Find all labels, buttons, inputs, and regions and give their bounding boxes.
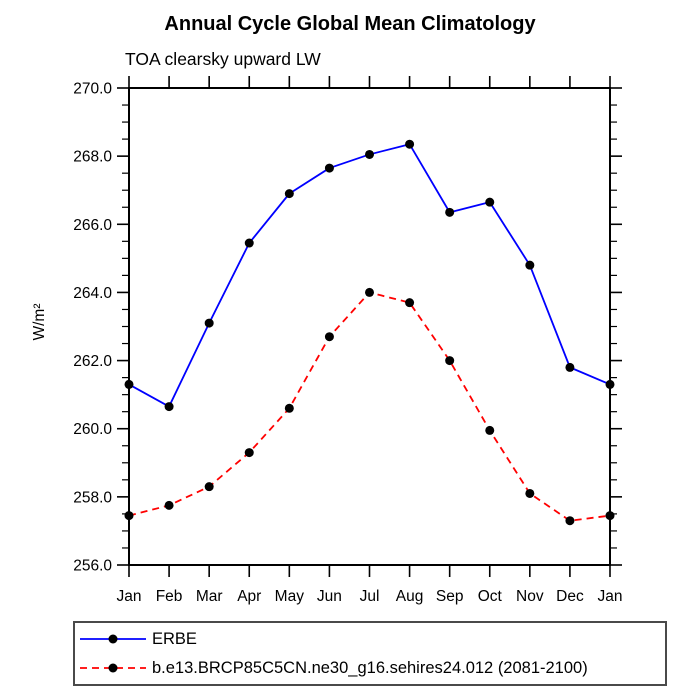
y-tick-label: 266.0 xyxy=(73,217,112,234)
data-point-s1-Sep xyxy=(445,356,455,366)
data-point-s1-Jan xyxy=(124,511,134,521)
y-tick-label: 258.0 xyxy=(73,489,112,506)
legend: ERBE b.e13.BRCP85C5CN.ne30_g16.sehires24… xyxy=(73,621,667,686)
x-tick-label: Mar xyxy=(196,588,223,605)
y-tick-label: 268.0 xyxy=(73,149,112,166)
data-point-s0-Mar xyxy=(204,318,214,328)
x-tick-label: Jan xyxy=(598,588,623,605)
series-line-1 xyxy=(128,291,611,522)
axis-box xyxy=(128,87,611,566)
legend-marker-erbe xyxy=(108,634,118,644)
data-point-s0-Oct xyxy=(485,197,495,207)
plot-area: 256.0 258.0 260.0 262.0 264.0 266.0 268.0 270.0… xyxy=(73,76,623,605)
y-tick-label: 260.0 xyxy=(73,421,112,438)
data-point-s1-Jul xyxy=(365,287,374,297)
data-point-s0-Apr xyxy=(244,238,254,248)
data-point-s1-Jan xyxy=(605,511,615,521)
x-tick-label: Jul xyxy=(360,588,380,605)
legend-label-erbe: ERBE xyxy=(152,629,197,648)
x-tick-label: Oct xyxy=(478,588,503,605)
data-point-s1-May xyxy=(284,403,294,413)
legend-line-sample-model xyxy=(80,663,146,673)
data-point-s1-Oct xyxy=(485,425,495,435)
data-point-s0-Jul xyxy=(365,149,374,159)
series-line-0 xyxy=(128,143,611,408)
data-point-s0-Aug xyxy=(405,139,415,149)
legend-line-sample-erbe xyxy=(80,634,146,644)
data-point-s0-Jan xyxy=(124,379,134,389)
x-tick-label: Nov xyxy=(516,588,544,605)
x-tick-label: Sep xyxy=(436,588,464,605)
data-point-s1-Dec xyxy=(565,516,575,526)
data-point-s1-Mar xyxy=(204,482,214,492)
legend-item-model: b.e13.BRCP85C5CN.ne30_g16.sehires24.012 … xyxy=(77,657,588,679)
data-point-s1-Jun xyxy=(324,332,334,342)
y-tick-label: 262.0 xyxy=(73,353,112,370)
data-point-s1-Aug xyxy=(405,298,415,308)
data-point-s0-Nov xyxy=(525,260,535,270)
legend-label-model: b.e13.BRCP85C5CN.ne30_g16.sehires24.012 … xyxy=(152,658,588,677)
x-tick-label: Feb xyxy=(156,588,183,605)
x-tick-label: May xyxy=(275,588,305,605)
x-tick-label: Jan xyxy=(117,588,142,605)
y-tick-label: 264.0 xyxy=(73,285,112,302)
chart-title: Annual Cycle Global Mean Climatology xyxy=(164,13,536,35)
legend-marker-model xyxy=(108,663,118,673)
y-tick-label: 270.0 xyxy=(73,81,112,98)
data-point-s0-Dec xyxy=(565,362,575,372)
legend-item-erbe: ERBE xyxy=(77,628,197,650)
x-tick-label: Dec xyxy=(556,588,584,605)
x-tick-label: Jun xyxy=(317,588,342,605)
y-tick-label: 256.0 xyxy=(73,558,112,575)
data-point-s1-Feb xyxy=(164,500,174,510)
chart-subtitle: TOA clearsky upward LW xyxy=(125,49,321,69)
x-tick-label: Apr xyxy=(237,588,261,605)
x-tick-label: Aug xyxy=(396,588,424,605)
data-point-s0-May xyxy=(284,189,294,199)
data-point-s1-Nov xyxy=(525,488,535,498)
data-point-s0-Sep xyxy=(445,207,455,217)
data-point-s0-Jun xyxy=(324,163,334,173)
data-point-s1-Apr xyxy=(244,448,254,458)
data-point-s0-Jan xyxy=(605,379,615,389)
data-point-s0-Feb xyxy=(164,402,174,412)
